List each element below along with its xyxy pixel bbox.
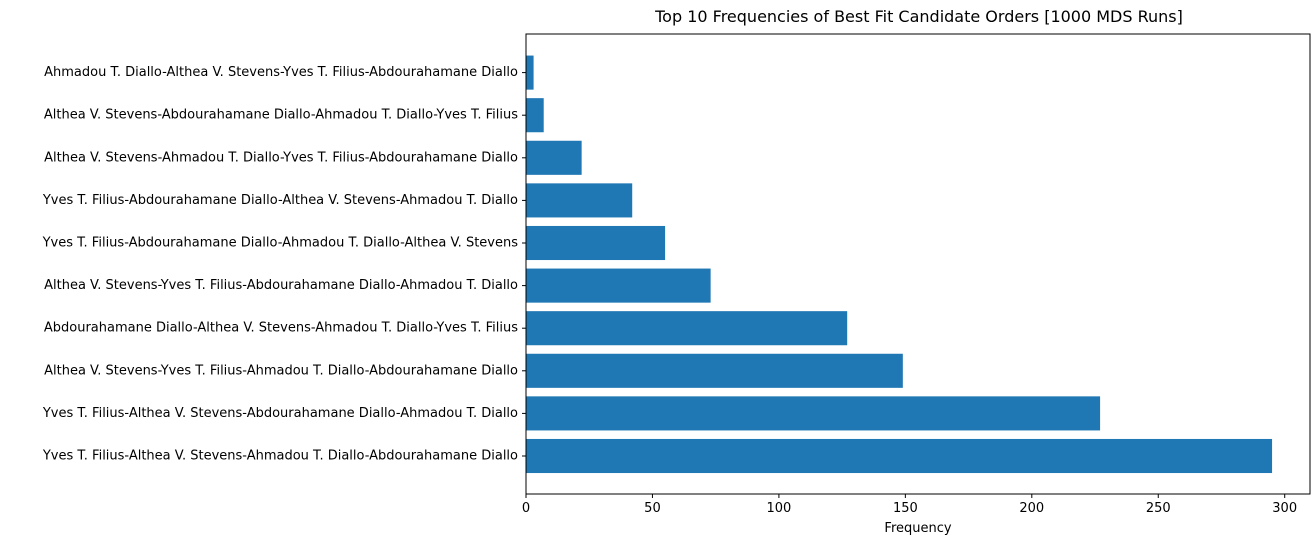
category-label: Yves T. Filius-Abdourahamane Diallo-Alth… [42,193,518,208]
category-label: Yves T. Filius-Althea V. Stevens-Abdoura… [42,406,518,421]
category-label: Ahmadou T. Diallo-Althea V. Stevens-Yves… [44,65,518,80]
bar [526,225,666,261]
category-labels-group: Yves T. Filius-Althea V. Stevens-Ahmadou… [42,65,526,464]
bar [526,55,534,90]
bar [526,396,1101,431]
category-label: Yves T. Filius-Abdourahamane Diallo-Ahma… [42,236,519,251]
x-axis-label: Frequency [884,521,951,536]
plot-frame [525,33,1311,495]
chart-title: Top 10 Frequencies of Best Fit Candidate… [654,7,1183,26]
bar [526,183,633,218]
bar [526,311,848,346]
bars-group [526,55,1273,474]
bar [526,140,582,175]
bar [526,438,1273,474]
bar [526,98,544,133]
x-tick-label: 300 [1272,501,1297,516]
category-label: Abdourahamane Diallo-Althea V. Stevens-A… [44,321,518,336]
bar [526,268,711,303]
category-label: Althea V. Stevens-Ahmadou T. Diallo-Yves… [44,150,518,165]
x-tick-label: 50 [644,501,661,516]
category-label: Althea V. Stevens-Abdourahamane Diallo-A… [44,108,518,123]
x-tick-label: 0 [522,501,530,516]
x-tick-label: 100 [766,501,791,516]
x-ticks-group: 0 50 100 150 200 250 300 [522,494,1297,516]
category-label: Althea V. Stevens-Yves T. Filius-Abdoura… [44,278,518,293]
category-label: Yves T. Filius-Althea V. Stevens-Ahmadou… [42,449,518,464]
x-tick-label: 200 [1019,501,1044,516]
bar [526,353,903,388]
x-tick-label: 250 [1146,501,1171,516]
category-label: Althea V. Stevens-Yves T. Filius-Ahmadou… [44,363,518,378]
x-tick-label: 150 [893,501,918,516]
